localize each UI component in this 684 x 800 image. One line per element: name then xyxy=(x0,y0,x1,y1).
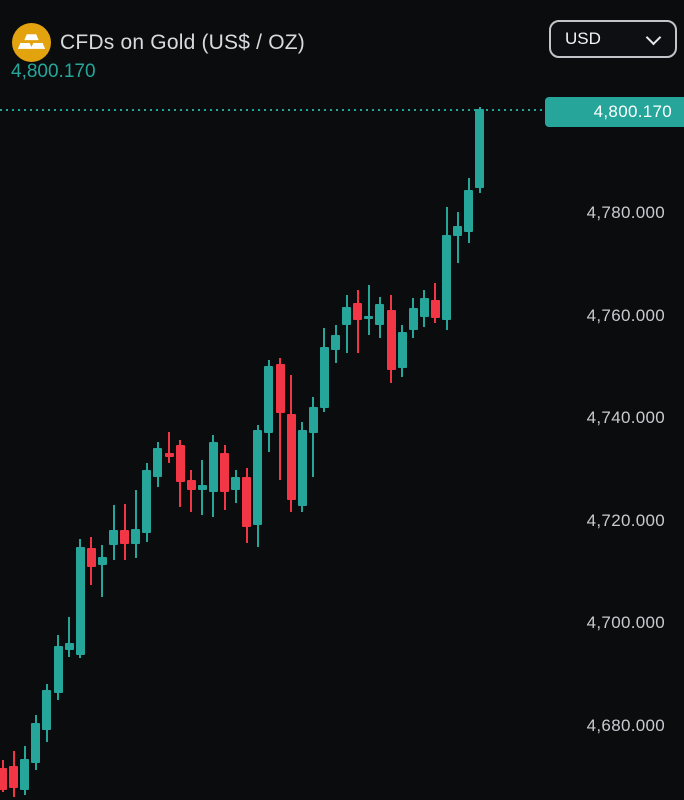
candle-wick xyxy=(168,432,170,464)
gold-ingots-icon xyxy=(12,23,51,62)
candle-up xyxy=(75,547,85,656)
candle-up xyxy=(208,442,218,493)
candle-wick xyxy=(134,490,137,558)
candle-down xyxy=(120,530,130,544)
candle-up xyxy=(464,189,474,232)
candle-down xyxy=(430,300,440,319)
candle-up xyxy=(297,430,307,506)
current-price-badge: 4,800.170 xyxy=(545,96,684,127)
price-tick-label: 4,740.000 xyxy=(586,408,665,428)
current-price-line xyxy=(0,108,545,111)
candle-up xyxy=(319,346,329,408)
price-tick-label: 4,780.000 xyxy=(586,203,665,222)
candle-up xyxy=(97,556,107,565)
page-title: CFDs on Gold (US$ / OZ) xyxy=(60,30,305,54)
candle-wick xyxy=(356,289,359,354)
candle-up xyxy=(419,298,429,318)
candle-up xyxy=(331,335,340,350)
price-tick-label: 4,680.000 xyxy=(586,716,665,736)
candle-up xyxy=(153,448,163,478)
candle-down xyxy=(353,303,363,321)
price-tick-label: 4,720.000 xyxy=(586,510,665,530)
candle-up xyxy=(397,332,407,368)
candle-up xyxy=(364,316,374,320)
candle-up xyxy=(131,529,141,544)
candle-up xyxy=(342,306,352,325)
candle-wick xyxy=(68,617,71,658)
price-tick-label: 4,760.000 xyxy=(586,305,665,325)
candle-down xyxy=(0,768,7,791)
candle-up xyxy=(442,235,451,321)
candle-wick xyxy=(312,397,315,478)
chevron-down-icon xyxy=(645,29,662,45)
candle-up xyxy=(308,406,318,434)
candle-up xyxy=(253,430,263,525)
candle-up xyxy=(264,365,274,434)
candle-wick xyxy=(367,285,370,336)
price-tick-label: 4,700.000 xyxy=(586,613,665,633)
current-price-badge-label: 4,800.170 xyxy=(593,101,672,121)
candle-up xyxy=(20,759,30,791)
candle-up xyxy=(42,690,52,731)
candle-wick xyxy=(456,211,459,263)
candle-down xyxy=(175,444,185,483)
candle-up xyxy=(475,109,485,188)
chart-header: CFDs on Gold (US$ / OZ) 4,800.170 USD xyxy=(0,0,684,95)
candle-up xyxy=(53,646,63,694)
candle-up xyxy=(31,723,41,764)
candle-wick xyxy=(101,544,104,598)
candle-up xyxy=(231,477,241,491)
currency-select[interactable]: USD xyxy=(549,20,677,58)
candle-wick xyxy=(190,470,193,513)
candle-up xyxy=(64,642,74,651)
candle-down xyxy=(286,414,296,501)
candle-up xyxy=(453,225,463,237)
instrument-price: 4,800.170 xyxy=(11,61,96,82)
candle-down xyxy=(9,766,19,789)
candle-up xyxy=(375,304,385,325)
candle-down xyxy=(86,548,96,568)
currency-select-value: USD xyxy=(565,29,601,48)
candle-down xyxy=(242,477,252,528)
candle-up xyxy=(408,307,418,330)
candle-down xyxy=(186,480,196,491)
candle-up xyxy=(197,484,207,491)
candle-down xyxy=(164,453,174,458)
candle-down xyxy=(275,363,285,414)
candle-up xyxy=(109,530,118,545)
candle-down xyxy=(386,309,396,371)
candle-up xyxy=(142,470,152,534)
candle-wick xyxy=(279,358,281,481)
instrument: CFDs on Gold (US$ / OZ) xyxy=(12,23,305,62)
candle-down xyxy=(220,453,229,493)
